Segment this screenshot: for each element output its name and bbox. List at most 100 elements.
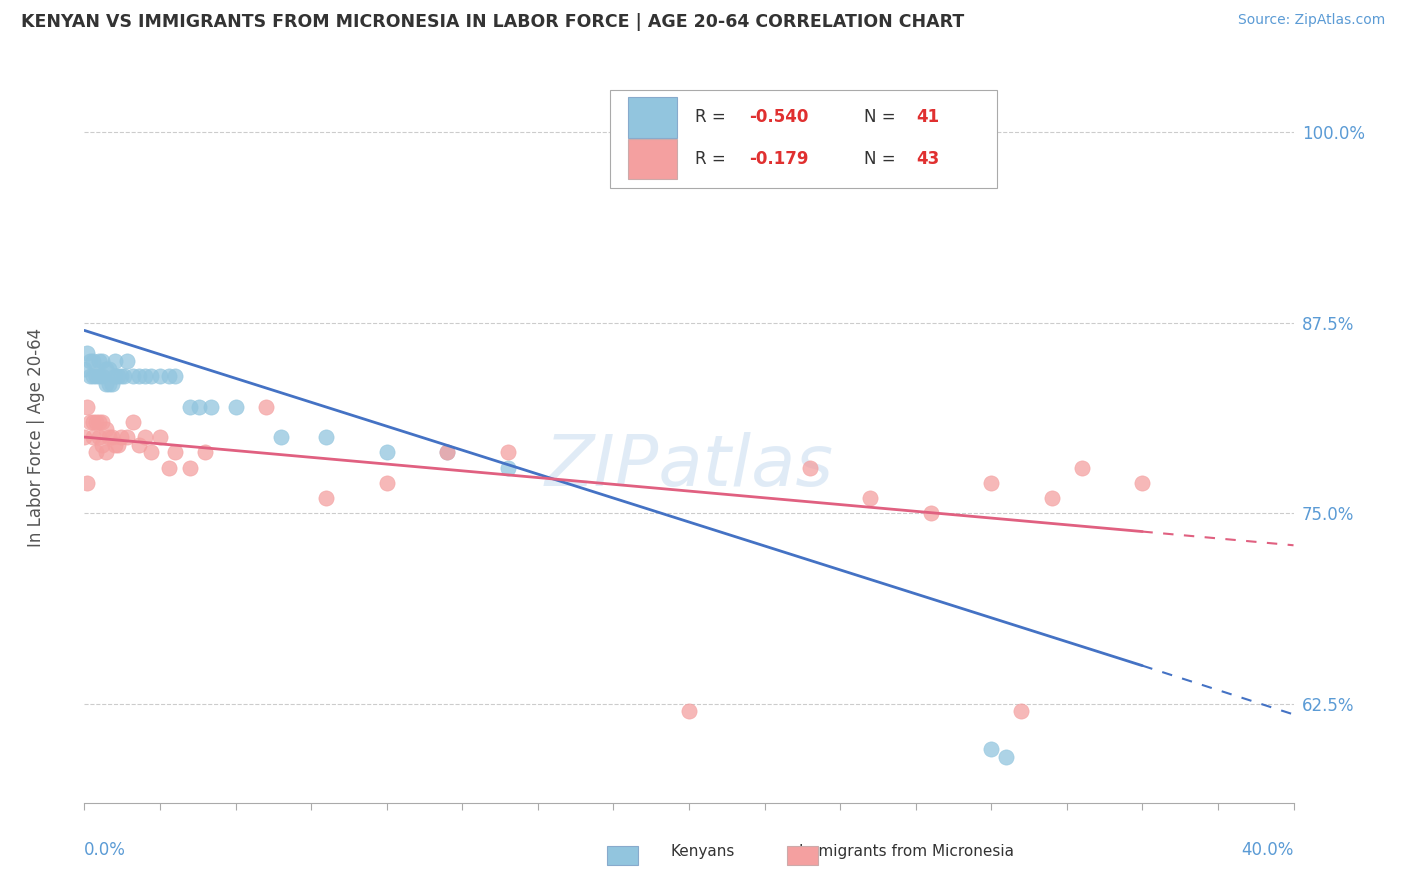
Point: [73, 361, 96, 376]
Text: 0.0%: 0.0%: [84, 841, 127, 859]
Point: [97, 361, 120, 376]
Point: [157, 460, 180, 475]
Point: [89, 430, 111, 444]
Point: [82, 430, 104, 444]
Point: [100, 430, 122, 444]
Point: [980, 475, 1002, 490]
Text: R =: R =: [695, 150, 731, 168]
Point: [91, 369, 114, 384]
Point: [375, 445, 398, 459]
Point: [91, 438, 114, 452]
Point: [76, 346, 98, 360]
Point: [115, 354, 138, 368]
Point: [76, 400, 98, 414]
Point: [225, 400, 247, 414]
Point: [270, 430, 292, 444]
Text: Kenyans: Kenyans: [671, 845, 735, 859]
Point: [799, 460, 821, 475]
Point: [73, 430, 96, 444]
Point: [315, 491, 337, 505]
Point: [814, 125, 837, 139]
Point: [107, 438, 129, 452]
Point: [1071, 460, 1094, 475]
Point: [112, 369, 135, 384]
Text: 41: 41: [917, 109, 939, 127]
Point: [1130, 475, 1153, 490]
Point: [121, 415, 143, 429]
Bar: [628, 97, 676, 137]
Point: [86, 369, 108, 384]
Text: 40.0%: 40.0%: [1241, 841, 1294, 859]
Point: [76, 475, 98, 490]
Text: Immigrants from Micronesia: Immigrants from Micronesia: [800, 845, 1014, 859]
Point: [188, 400, 211, 414]
Text: -0.179: -0.179: [749, 150, 808, 168]
Point: [128, 438, 150, 452]
Point: [149, 430, 172, 444]
Point: [157, 369, 180, 384]
Point: [86, 415, 108, 429]
Point: [678, 705, 700, 719]
Point: [94, 445, 117, 459]
Text: 43: 43: [917, 150, 939, 168]
Point: [97, 376, 120, 391]
Point: [980, 742, 1002, 756]
Text: -0.540: -0.540: [749, 109, 808, 127]
Point: [436, 445, 458, 459]
Text: N =: N =: [865, 109, 901, 127]
Point: [1011, 705, 1033, 719]
Point: [375, 475, 398, 490]
Point: [104, 438, 127, 452]
Point: [194, 445, 217, 459]
Point: [94, 376, 117, 391]
Text: Source: ZipAtlas.com: Source: ZipAtlas.com: [1237, 13, 1385, 28]
Point: [86, 445, 108, 459]
Text: In Labor Force | Age 20-64: In Labor Force | Age 20-64: [27, 327, 45, 547]
Point: [97, 430, 120, 444]
Text: R =: R =: [695, 109, 731, 127]
Text: N =: N =: [865, 150, 901, 168]
Point: [110, 369, 132, 384]
Point: [91, 354, 114, 368]
Point: [179, 460, 201, 475]
Point: [121, 369, 143, 384]
Text: KENYAN VS IMMIGRANTS FROM MICRONESIA IN LABOR FORCE | AGE 20-64 CORRELATION CHAR: KENYAN VS IMMIGRANTS FROM MICRONESIA IN …: [21, 13, 965, 31]
Point: [82, 415, 104, 429]
Point: [89, 354, 111, 368]
Point: [100, 376, 122, 391]
Point: [79, 415, 101, 429]
Point: [1040, 491, 1063, 505]
Point: [436, 445, 458, 459]
Bar: [628, 139, 676, 179]
Point: [82, 354, 104, 368]
Point: [139, 445, 162, 459]
Point: [110, 430, 132, 444]
Point: [859, 491, 882, 505]
Point: [104, 354, 127, 368]
Point: [82, 369, 104, 384]
Point: [89, 369, 111, 384]
Point: [91, 415, 114, 429]
Point: [79, 369, 101, 384]
Point: [79, 354, 101, 368]
Point: [89, 415, 111, 429]
Point: [149, 369, 172, 384]
Text: ZIPatlas: ZIPatlas: [544, 432, 834, 500]
Point: [134, 430, 156, 444]
Point: [134, 369, 156, 384]
Point: [200, 400, 222, 414]
Point: [104, 369, 127, 384]
Point: [139, 369, 162, 384]
Point: [128, 369, 150, 384]
Point: [179, 400, 201, 414]
Point: [115, 430, 138, 444]
Point: [496, 445, 519, 459]
Point: [94, 361, 117, 376]
Point: [107, 369, 129, 384]
Point: [254, 400, 277, 414]
Point: [94, 422, 117, 436]
FancyBboxPatch shape: [610, 90, 997, 188]
Point: [165, 369, 187, 384]
Point: [496, 460, 519, 475]
Point: [315, 430, 337, 444]
